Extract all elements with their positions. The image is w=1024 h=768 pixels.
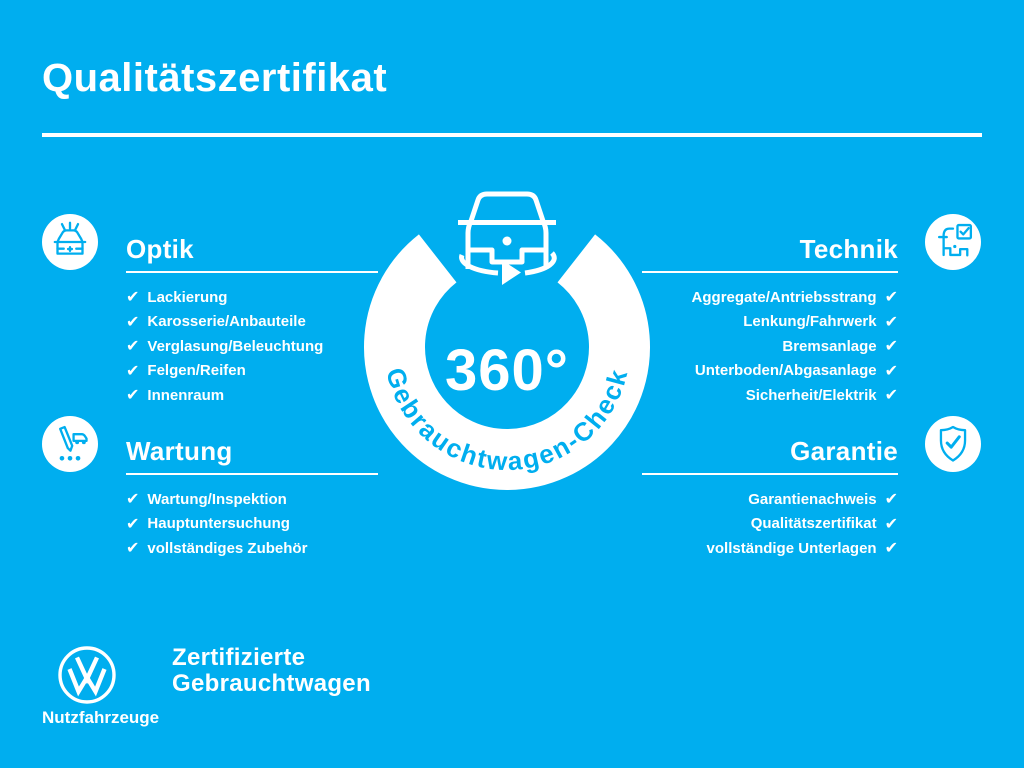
- list-item: ✔ vollständiges Zubehör: [126, 536, 378, 561]
- section-divider: [642, 271, 898, 273]
- check-icon: ✔: [126, 336, 140, 356]
- checklist-wartung: ✔ Wartung/Inspektion ✔ Hauptuntersuchung ✔…: [126, 487, 378, 561]
- list-item: ✔ Wartung/Inspektion: [126, 487, 378, 512]
- pen-van-icon: [42, 416, 98, 472]
- check-icon: ✔: [884, 360, 898, 380]
- list-item-label: Wartung/Inspektion: [147, 490, 287, 508]
- list-item-label: vollständige Unterlagen: [706, 539, 877, 557]
- tagline: Zertifizierte Gebrauchtwagen: [172, 645, 371, 696]
- list-item-label: Garantienachweis: [748, 490, 877, 508]
- checklist-technik: Aggregate/Antriebsstrang ✔ Lenkung/Fahrwe…: [642, 285, 898, 408]
- check-icon: ✔: [884, 287, 898, 307]
- check-icon: ✔: [126, 538, 140, 558]
- section-wartung: Wartung ✔ Wartung/Inspektion ✔ Hauptunters…: [126, 436, 378, 561]
- section-optik: Optik ✔ Lackierung ✔ Karosserie/Anbauteile…: [126, 234, 378, 408]
- list-item: Lenkung/Fahrwerk ✔: [642, 310, 898, 335]
- list-item: ✔ Karosserie/Anbauteile: [126, 310, 378, 335]
- list-item: ✔ Felgen/Reifen: [126, 359, 378, 384]
- list-item-label: Sicherheit/Elektrik: [745, 386, 877, 404]
- section-divider: [642, 473, 898, 475]
- section-divider: [126, 271, 378, 273]
- 360-badge: Gebrauchtwagen-Check 360°: [364, 191, 650, 490]
- list-item: ✔ Verglasung/Beleuchtung: [126, 334, 378, 359]
- list-item: Sicherheit/Elektrik ✔: [642, 383, 898, 408]
- check-icon: ✔: [126, 287, 140, 307]
- shield-check-icon: [925, 416, 981, 472]
- check-icon: ✔: [884, 385, 898, 405]
- check-icon: ✔: [126, 385, 140, 405]
- brand-name: Nutzfahrzeuge: [42, 708, 160, 727]
- section-title-technik: Technik: [799, 234, 898, 264]
- section-title-optik: Optik: [126, 234, 194, 264]
- check-icon: ✔: [884, 311, 898, 331]
- car-shine-icon: [42, 214, 98, 270]
- vw-logo: [58, 646, 116, 704]
- list-item-label: Qualitätszertifikat: [750, 515, 877, 533]
- check-icon: ✔: [884, 513, 898, 533]
- list-item: Unterboden/Abgasanlage ✔: [642, 359, 898, 384]
- page-title: Qualitätszertifikat: [42, 56, 388, 100]
- check-icon: ✔: [126, 311, 140, 331]
- list-item-label: Verglasung/Beleuchtung: [147, 337, 324, 355]
- checklist-optik: ✔ Lackierung ✔ Karosserie/Anbauteile ✔ Verg…: [126, 285, 378, 408]
- list-item-label: Lackierung: [147, 288, 228, 306]
- list-item-label: Aggregate/Antriebsstrang: [691, 288, 877, 306]
- list-item: Garantienachweis ✔: [642, 487, 898, 512]
- car-rotation-icon: [458, 191, 557, 285]
- list-item: Qualitätszertifikat ✔: [642, 512, 898, 537]
- list-item-label: Lenkung/Fahrwerk: [743, 313, 877, 331]
- list-item-label: Hauptuntersuchung: [147, 515, 290, 533]
- badge-value: 360°: [445, 338, 569, 403]
- check-icon: ✔: [126, 489, 140, 509]
- check-icon: ✔: [126, 360, 140, 380]
- check-icon: ✔: [884, 336, 898, 356]
- list-item: ✔ Hauptuntersuchung: [126, 512, 378, 537]
- section-title-garantie: Garantie: [790, 436, 898, 466]
- check-icon: ✔: [126, 513, 140, 533]
- list-item-label: Felgen/Reifen: [147, 362, 246, 380]
- checklist-garantie: Garantienachweis ✔ Qualitätszertifikat ✔ v…: [642, 487, 898, 561]
- section-title-wartung: Wartung: [126, 436, 233, 466]
- list-item-label: vollständiges Zubehör: [147, 539, 308, 557]
- list-item: ✔ Innenraum: [126, 383, 378, 408]
- list-item-label: Unterboden/Abgasanlage: [694, 362, 877, 380]
- ring-arc: [364, 234, 650, 490]
- list-item: ✔ Lackierung: [126, 285, 378, 310]
- car-checklist-icon: [925, 214, 981, 270]
- check-icon: ✔: [884, 538, 898, 558]
- title-divider: [42, 133, 982, 137]
- list-item-label: Bremsanlage: [782, 337, 877, 355]
- tagline-line-2: Gebrauchtwagen: [172, 669, 371, 697]
- list-item: vollständige Unterlagen ✔: [642, 536, 898, 561]
- list-item: Bremsanlage ✔: [642, 334, 898, 359]
- tagline-line-1: Zertifizierte: [172, 644, 306, 671]
- list-item: Aggregate/Antriebsstrang ✔: [642, 285, 898, 310]
- list-item-label: Innenraum: [147, 386, 225, 404]
- list-item-label: Karosserie/Anbauteile: [147, 313, 306, 331]
- check-icon: ✔: [884, 489, 898, 509]
- section-divider: [126, 473, 378, 475]
- section-technik: Technik Aggregate/Antriebsstrang ✔ Lenkun…: [642, 234, 898, 408]
- section-garantie: Garantie Garantienachweis ✔ Qualitätszert…: [642, 436, 898, 561]
